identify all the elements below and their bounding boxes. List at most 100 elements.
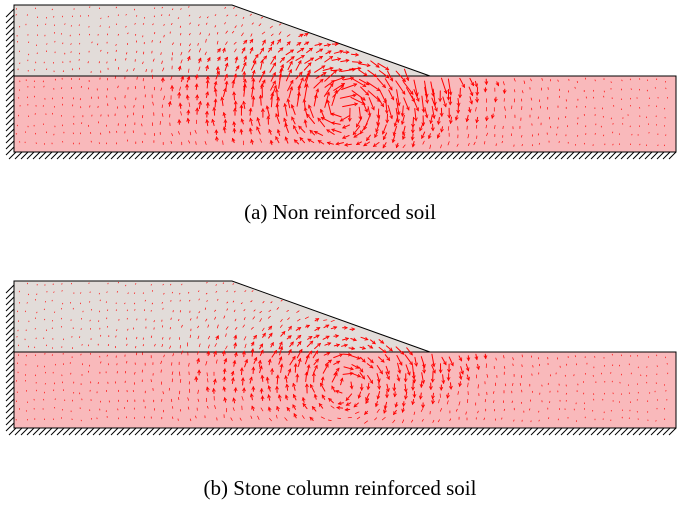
displacement-vector: [375, 123, 380, 133]
hatch-tick: [536, 427, 545, 436]
displacement-vector: [269, 62, 277, 73]
displacement-vector-head: [186, 109, 191, 114]
displacement-vector-head: [361, 96, 366, 101]
displacement-vector-head: [369, 359, 374, 364]
displacement-vector: [305, 371, 308, 382]
displacement-vector-head: [393, 410, 397, 416]
displacement-vector: [352, 125, 361, 135]
displacement-vector: [377, 78, 386, 88]
displacement-vector: [342, 353, 352, 356]
displacement-vector: [197, 335, 200, 340]
displacement-vector: [142, 23, 145, 25]
displacement-vector-head: [456, 102, 461, 107]
displacement-vector: [431, 364, 436, 374]
hatch-tick: [614, 427, 623, 436]
displacement-vector: [384, 354, 391, 361]
displacement-vector: [106, 309, 109, 311]
displacement-vector-head: [250, 138, 254, 144]
displacement-vector-head: [242, 387, 246, 392]
hatch-tick: [338, 427, 347, 436]
displacement-vector-head: [286, 406, 291, 412]
displacement-vector: [241, 32, 244, 37]
displacement-vector: [314, 342, 321, 350]
displacement-vector: [323, 324, 330, 329]
hatch-tick: [332, 427, 341, 436]
displacement-vector: [226, 308, 228, 311]
displacement-vector: [214, 88, 217, 97]
displacement-vector-head: [231, 137, 236, 142]
displacement-vector-head: [396, 377, 401, 382]
hatch-tick: [410, 427, 419, 436]
displacement-vector-head: [329, 56, 334, 60]
displacement-vector: [441, 356, 447, 366]
displacement-vector: [285, 136, 289, 144]
hatch-tick: [8, 151, 17, 160]
displacement-vector: [285, 49, 294, 56]
displacement-vector-head: [454, 116, 459, 121]
displacement-vector-head: [243, 39, 248, 44]
displacement-vector: [223, 358, 227, 365]
displacement-vector-head: [403, 378, 408, 383]
displacement-vector: [465, 363, 469, 372]
displacement-vector: [188, 362, 190, 367]
displacement-vector-head: [431, 363, 436, 368]
hatch-tick: [5, 50, 15, 60]
displacement-vector: [310, 384, 315, 393]
displacement-vector: [134, 371, 136, 375]
displacement-vector: [270, 80, 276, 91]
displacement-vector: [324, 69, 337, 82]
displacement-vector-head: [253, 334, 257, 339]
displacement-vector: [126, 69, 128, 72]
hatch-tick: [410, 151, 419, 160]
displacement-vector-head: [284, 136, 289, 141]
displacement-vectors: [15, 6, 668, 149]
displacement-vector-head: [385, 394, 389, 399]
hatch-tick: [662, 427, 671, 436]
hatch-tick: [128, 151, 137, 160]
displacement-vector: [268, 332, 273, 339]
displacement-vector: [179, 86, 181, 91]
figure-panel-a: [0, 0, 680, 170]
displacement-vector: [414, 356, 418, 367]
displacement-vector-head: [327, 342, 332, 346]
hatch-tick: [26, 427, 35, 436]
displacement-vector-head: [474, 356, 479, 361]
displacement-vector: [207, 335, 211, 340]
displacement-vector-head: [411, 386, 415, 391]
displacement-vector: [278, 31, 282, 35]
displacement-vector: [125, 14, 127, 16]
displacement-vector-head: [198, 100, 202, 105]
displacement-vector: [206, 405, 209, 409]
displacement-vector: [223, 112, 226, 119]
displacement-vector: [162, 337, 164, 340]
displacement-vector: [395, 70, 406, 82]
displacement-vector-head: [376, 114, 381, 119]
displacement-vector: [199, 32, 202, 35]
displacement-vector: [460, 366, 464, 375]
displacement-vector-head: [448, 385, 453, 390]
hatch-tick: [26, 151, 35, 160]
displacement-vector: [288, 349, 292, 356]
hatch-tick: [32, 427, 41, 436]
displacement-vector: [133, 292, 136, 294]
displacement-vector: [243, 55, 247, 63]
displacement-vector: [529, 408, 531, 411]
hatch-tick: [308, 151, 317, 160]
displacement-vector: [378, 70, 390, 79]
displacement-vector-head: [242, 70, 247, 75]
displacement-vector-head: [287, 335, 292, 339]
displacement-vector: [473, 141, 476, 146]
displacement-vector-head: [318, 42, 323, 47]
hatch-tick: [86, 427, 95, 436]
displacement-vector: [313, 78, 324, 89]
displacement-vector-head: [287, 368, 292, 373]
displacement-vector-head: [248, 107, 253, 112]
displacement-vector: [303, 98, 306, 109]
displacement-vector: [233, 73, 237, 82]
displacement-vector-head: [239, 128, 244, 133]
displacement-vector-head: [223, 87, 227, 92]
displacement-vector: [251, 348, 254, 357]
displacement-vector-head: [389, 77, 394, 82]
displacement-vector-head: [359, 368, 364, 373]
hatch-tick: [428, 427, 437, 436]
